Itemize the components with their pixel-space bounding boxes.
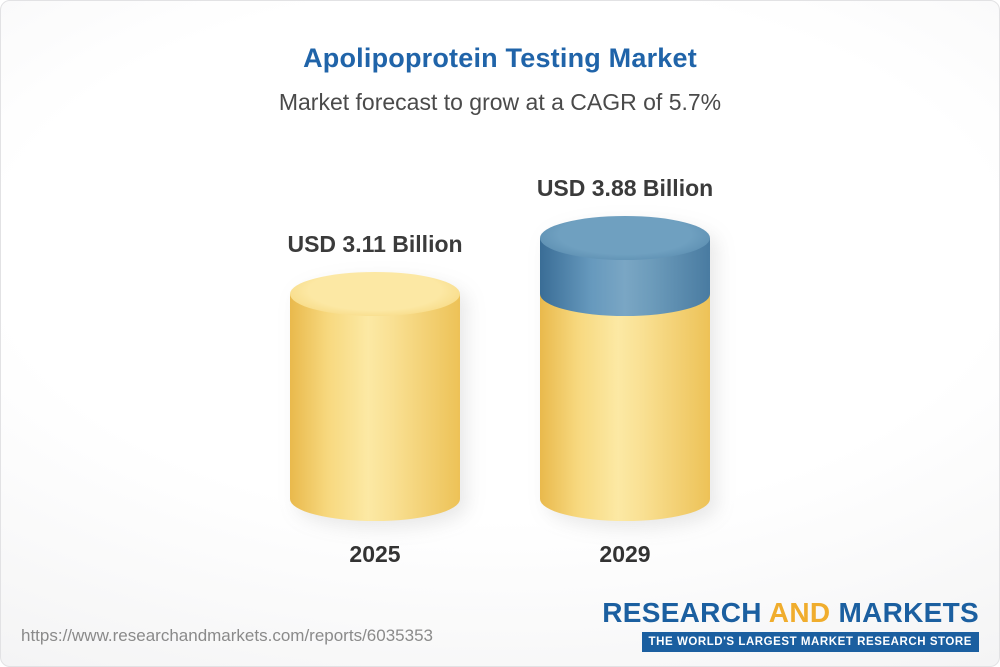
cylinder-2029-base-segment	[540, 294, 710, 521]
value-label-2025: USD 3.11 Billion	[287, 231, 463, 257]
cylinder-2029-top-ellipse	[540, 216, 710, 260]
page-title: Apolipoprotein Testing Market	[303, 43, 697, 73]
logo-word-markets: MARKETS	[838, 597, 979, 628]
bar-group-2025: USD 3.11 Billion 2025	[287, 231, 463, 568]
cylinder-2025-body	[290, 294, 460, 521]
year-label-2025: 2025	[349, 541, 401, 567]
research-and-markets-logo: RESEARCH AND MARKETS THE WORLD'S LARGEST…	[602, 599, 979, 652]
bar-group-2029: USD 3.88 Billion 2029	[536, 175, 714, 568]
cylinder-2025	[290, 272, 460, 521]
logo-word-research: RESEARCH	[602, 597, 762, 628]
logo-tagline: THE WORLD'S LARGEST MARKET RESEARCH STOR…	[641, 632, 979, 652]
bar-chart: USD 3.11 Billion 2025 USD 3.88 Billion 2…	[1, 175, 999, 568]
year-label-2029: 2029	[599, 541, 651, 567]
source-url: https://www.researchandmarkets.com/repor…	[21, 626, 433, 645]
footer: https://www.researchandmarkets.com/repor…	[1, 599, 999, 666]
logo-word-and: AND	[768, 597, 831, 628]
cylinder-2029	[540, 216, 710, 521]
page-subtitle: Market forecast to grow at a CAGR of 5.7…	[278, 89, 722, 115]
value-label-2029: USD 3.88 Billion	[536, 175, 714, 201]
cylinder-2025-top-ellipse	[290, 272, 460, 316]
logo-wordmark: RESEARCH AND MARKETS	[602, 599, 979, 627]
cylinder-2029-segment-junction	[540, 272, 710, 316]
